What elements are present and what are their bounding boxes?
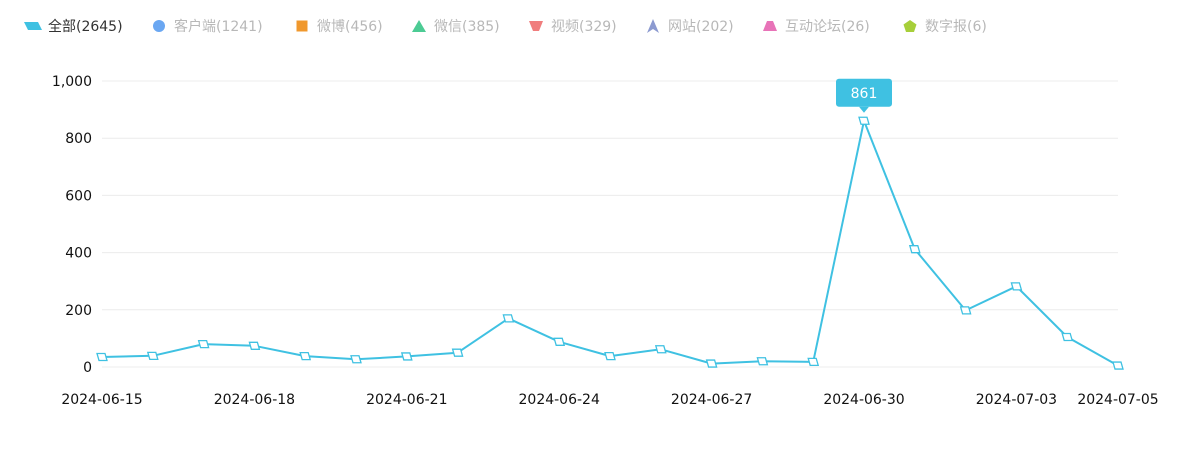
y-tick-label: 600 [65, 188, 92, 204]
legend-label: 全部(2645) [48, 18, 123, 35]
triangle-icon [412, 20, 426, 32]
data-point[interactable] [1010, 282, 1023, 291]
legend-label: 互动论坛(26) [785, 19, 870, 35]
inverted-trapezoid-icon [529, 21, 543, 31]
data-point[interactable] [299, 351, 312, 361]
pentagon-icon [903, 20, 917, 32]
y-tick-label: 0 [83, 360, 92, 376]
data-point[interactable] [858, 116, 870, 125]
series-all [96, 116, 1124, 370]
x-tick-label: 2024-06-24 [519, 392, 600, 408]
data-point[interactable] [451, 348, 464, 357]
data-point[interactable] [604, 351, 616, 361]
x-tick-label: 2024-06-15 [61, 392, 142, 408]
data-point[interactable] [248, 341, 261, 350]
y-tick-label: 800 [65, 131, 92, 147]
data-point[interactable] [400, 352, 413, 361]
series-line [101, 119, 1119, 367]
data-point[interactable] [553, 337, 566, 346]
data-point[interactable] [1112, 361, 1124, 370]
data-point[interactable] [959, 306, 972, 315]
trapezoid-icon [763, 21, 777, 31]
data-point[interactable] [705, 359, 718, 368]
data-point[interactable] [96, 352, 108, 362]
tooltip-value: 861 [851, 86, 878, 102]
x-axis: 2024-06-15 2024-06-18 2024-06-21 2024-06-24… [61, 392, 1158, 408]
legend-item[interactable]: 客户端(1241) [153, 18, 263, 35]
tooltip-pointer [859, 106, 869, 113]
legend-item[interactable]: 视频(329) [529, 19, 617, 35]
x-tick-label: 2024-06-21 [366, 392, 447, 408]
y-tick-label: 1,000 [52, 74, 92, 90]
legend-label: 微博(456) [317, 18, 383, 35]
circle-icon [153, 20, 165, 32]
data-point[interactable] [502, 314, 515, 323]
data-point[interactable] [350, 355, 362, 364]
legend-item[interactable]: 互动论坛(26) [763, 19, 870, 35]
arrow-icon [647, 19, 659, 33]
data-point[interactable] [756, 357, 769, 366]
legend-item[interactable]: 网站(202) [647, 19, 734, 35]
legend: 全部(2645) 客户端(1241) 微博(456) 微信(385) 视频(329) 网站… [24, 18, 987, 35]
y-tick-label: 200 [65, 303, 92, 319]
legend-item[interactable]: 全部(2645) [24, 18, 123, 35]
square-icon [296, 20, 308, 32]
x-tick-label: 2024-06-30 [823, 392, 904, 408]
legend-label: 视频(329) [551, 19, 617, 35]
x-tick-label: 2024-07-05 [1077, 392, 1158, 408]
tooltip-box [836, 78, 892, 107]
legend-item[interactable]: 数字报(6) [903, 19, 987, 35]
parallelogram-icon [24, 22, 42, 30]
data-point[interactable] [908, 245, 921, 254]
data-point[interactable] [146, 351, 159, 360]
legend-item[interactable]: 微信(385) [412, 19, 500, 35]
legend-item[interactable]: 微博(456) [296, 18, 383, 35]
y-tick-label: 400 [65, 246, 92, 262]
y-axis: 0 200 400 600 800 1,000 [52, 74, 92, 376]
data-point[interactable] [1061, 332, 1074, 342]
grid-lines [102, 80, 1118, 368]
legend-label: 客户端(1241) [174, 18, 263, 35]
data-point[interactable] [807, 357, 820, 367]
legend-label: 微信(385) [434, 19, 500, 35]
x-tick-label: 2024-06-27 [671, 392, 752, 408]
tooltip: 861 [836, 78, 892, 113]
x-tick-label: 2024-06-18 [214, 392, 295, 408]
data-point[interactable] [654, 345, 667, 354]
legend-label: 网站(202) [668, 19, 734, 35]
x-tick-label: 2024-07-03 [976, 392, 1057, 408]
legend-label: 数字报(6) [925, 19, 987, 35]
data-point[interactable] [197, 339, 210, 349]
